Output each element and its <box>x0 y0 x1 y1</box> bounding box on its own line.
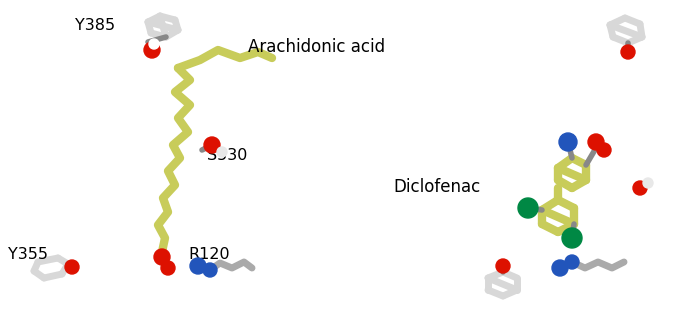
Circle shape <box>559 133 577 151</box>
Circle shape <box>65 260 79 274</box>
Circle shape <box>562 228 582 248</box>
Circle shape <box>643 178 653 188</box>
Circle shape <box>565 255 579 269</box>
Text: S530: S530 <box>207 148 247 163</box>
Circle shape <box>633 181 647 195</box>
Circle shape <box>190 258 206 274</box>
Circle shape <box>217 147 227 157</box>
Circle shape <box>149 39 159 49</box>
Text: Diclofenac: Diclofenac <box>393 178 480 196</box>
Circle shape <box>144 42 160 58</box>
Circle shape <box>161 261 175 275</box>
Text: Y355: Y355 <box>8 247 48 262</box>
Circle shape <box>496 259 510 273</box>
Circle shape <box>203 263 217 277</box>
Circle shape <box>621 45 635 59</box>
Circle shape <box>597 143 611 157</box>
Circle shape <box>154 249 170 265</box>
Text: R120: R120 <box>188 247 230 262</box>
Circle shape <box>204 137 220 153</box>
Text: Arachidonic acid: Arachidonic acid <box>248 38 385 56</box>
Circle shape <box>588 134 604 150</box>
Circle shape <box>518 198 538 218</box>
Text: Y385: Y385 <box>75 18 115 33</box>
Circle shape <box>552 260 568 276</box>
